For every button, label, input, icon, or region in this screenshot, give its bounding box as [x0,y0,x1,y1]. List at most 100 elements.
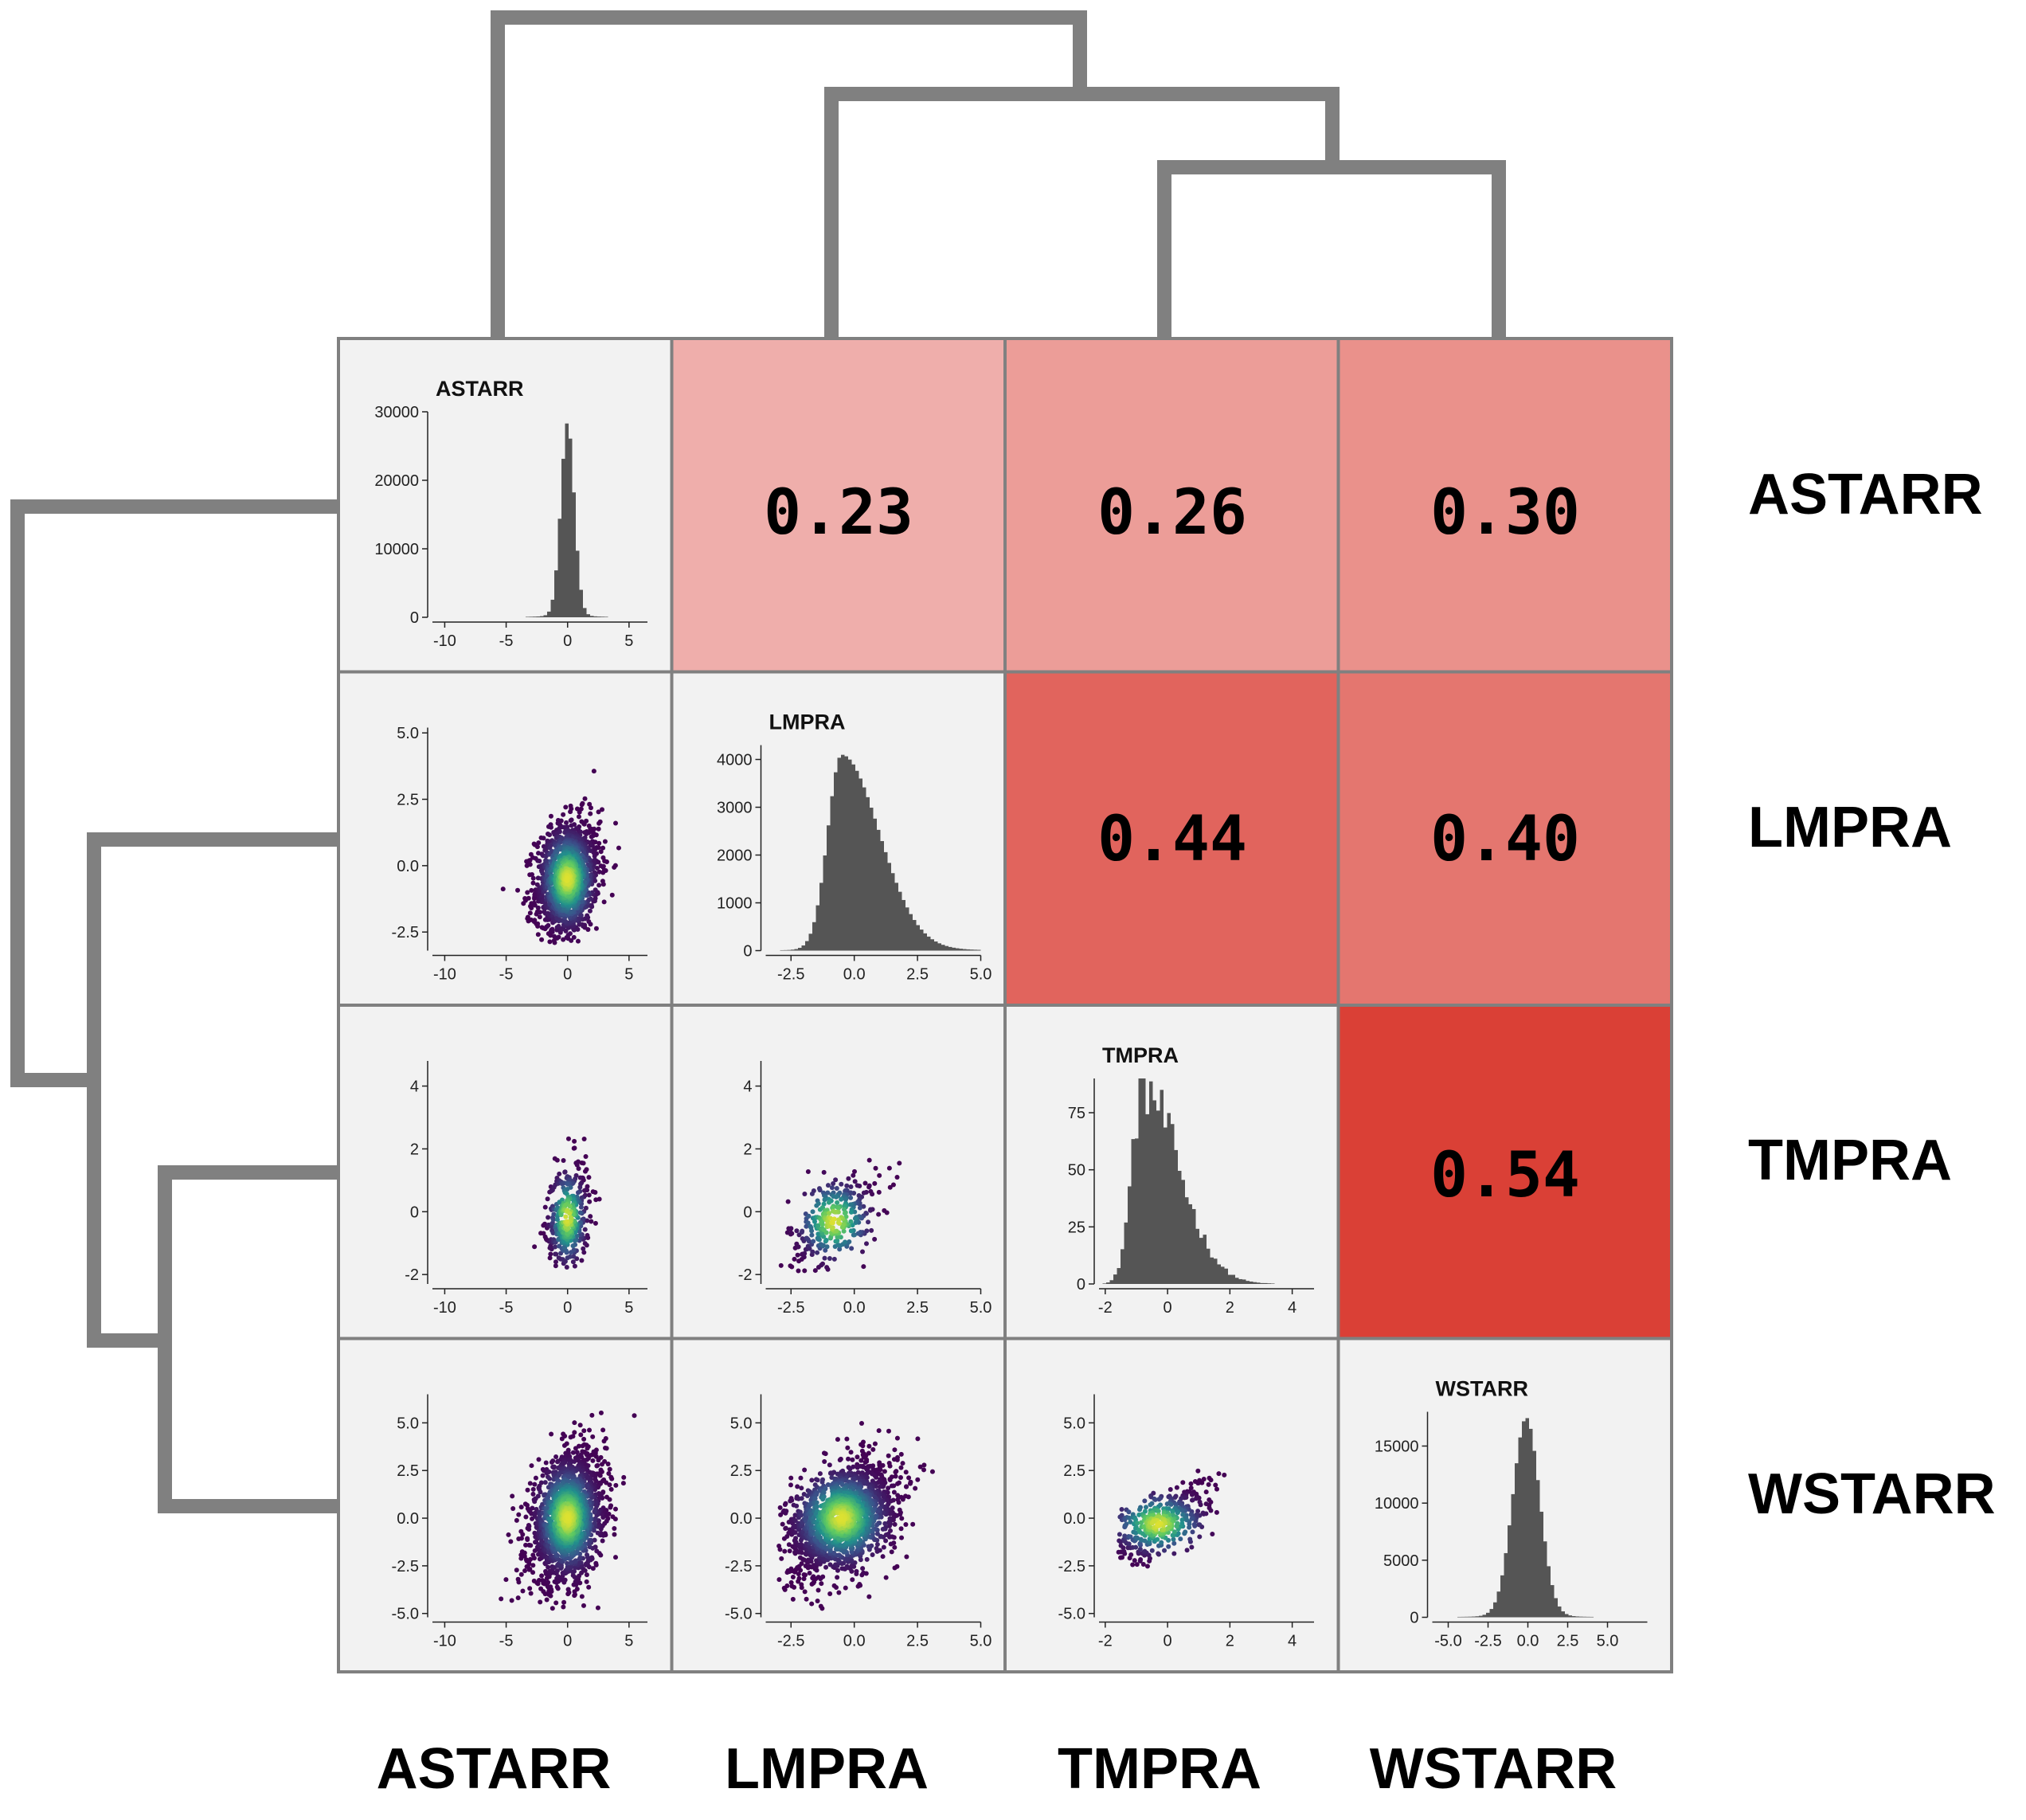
scatter-astarr-tmpra-point [554,1157,560,1163]
hist-lmpra-bar [880,840,884,951]
hist-lmpra-bar [941,945,945,951]
scatter-astarr-lmpra-point [561,937,566,942]
scatter-astarr-lmpra-point [564,820,569,825]
scatter-lmpra-wstarr-point [818,1603,823,1609]
scatter-astarr-wstarr-y-tick-label: 2.5 [397,1462,419,1480]
scatter-astarr-wstarr-point [608,1505,613,1510]
scatter-astarr-lmpra-point [600,845,606,851]
scatter-astarr-wstarr-point [621,1474,627,1480]
scatter-astarr-tmpra-y-tick-label: -2 [405,1266,419,1284]
scatter-lmpra-tmpra-point [867,1207,873,1213]
scatter-lmpra-tmpra-point [825,1190,831,1196]
corr-cell-lmpra-wstarr [1336,670,1673,1007]
scatter-lmpra-tmpra-point [851,1168,857,1174]
hist-lmpra-bar [959,949,963,951]
scatter-lmpra-wstarr-point [779,1556,784,1561]
hist-astarr-x-tick-label: 5 [624,632,633,650]
scatter-lmpra-tmpra-point [832,1209,838,1215]
hist-astarr-x-tick-label: -10 [433,632,456,650]
scatter-astarr-lmpra-point [600,870,606,875]
scatter-astarr-tmpra-point [577,1184,583,1190]
corr-cell-tmpra-wstarr [1336,1004,1673,1341]
scatter-lmpra-tmpra-point [794,1228,800,1234]
scatter-astarr-wstarr-point [515,1595,521,1601]
scatter-astarr-wstarr-point [573,1446,578,1451]
scatter-lmpra-wstarr-point [895,1497,901,1502]
scatter-astarr-lmpra-point [547,939,553,945]
scatter-lmpra-tmpra-point [812,1219,818,1224]
scatter-astarr-wstarr-point [590,1458,596,1463]
scatter-astarr-wstarr-point [528,1543,534,1548]
scatter-lmpra-wstarr-point [899,1535,905,1540]
scatter-astarr-wstarr-point [561,1604,566,1610]
panel-astarr-astarr [337,337,674,674]
hist-wstarr-bar [1536,1480,1540,1618]
scatter-lmpra-wstarr-point [820,1574,826,1579]
scatter-astarr-wstarr-point [547,1476,553,1481]
corr-value-tmpra-wstarr: 0.54 [1430,1140,1580,1211]
scatter-astarr-tmpra-point [553,1263,558,1269]
scatter-astarr-wstarr-point [528,1556,534,1562]
hist-lmpra-bar [966,949,970,951]
scatter-astarr-lmpra-point [596,809,601,815]
scatter-astarr-wstarr-point [549,1459,554,1465]
scatter-astarr-wstarr-point [522,1568,528,1574]
scatter-astarr-wstarr-x-tick-label: 5 [624,1633,633,1650]
scatter-astarr-tmpra-point [588,1214,593,1219]
scatter-lmpra-wstarr-point [889,1549,894,1555]
scatter-astarr-lmpra-point [602,839,608,844]
hist-tmpra-bar [1257,1282,1261,1284]
scatter-lmpra-wstarr-point [846,1456,851,1462]
scatter-astarr-wstarr-point [577,1580,583,1586]
scatter-astarr-wstarr-point [506,1532,511,1537]
scatter-lmpra-wstarr-point [882,1469,887,1474]
scatter-astarr-lmpra-point [538,910,543,915]
scatter-lmpra-wstarr-point [844,1436,850,1442]
hist-tmpra-bar [1214,1258,1218,1284]
hist-tmpra-bar [1142,1078,1146,1284]
scatter-lmpra-wstarr-point [798,1475,804,1481]
scatter-astarr-lmpra-point [581,821,587,827]
scatter-lmpra-tmpra-point [843,1197,848,1203]
scatter-astarr-lmpra-x-tick-label: 5 [624,966,633,984]
hist-wstarr-bar [1558,1606,1562,1618]
scatter-astarr-tmpra-x-tick-label: -5 [499,1299,514,1317]
scatter-astarr-tmpra-point [579,1258,585,1263]
scatter-lmpra-tmpra-point [821,1227,827,1233]
scatter-lmpra-tmpra-point [848,1228,854,1234]
scatter-astarr-tmpra-point [572,1138,577,1144]
scatter-lmpra-tmpra-point [824,1244,830,1250]
scatter-lmpra-tmpra-point [785,1199,791,1204]
scatter-lmpra-wstarr-point [823,1451,828,1457]
scatter-astarr-wstarr-point [554,1568,560,1574]
hist-wstarr-bar [1508,1525,1512,1618]
scatter-astarr-wstarr-point [527,1586,533,1591]
scatter-astarr-wstarr-point [518,1571,524,1577]
scatter-lmpra-wstarr-point [780,1521,785,1527]
scatter-astarr-wstarr-point [503,1577,509,1583]
scatter-astarr-wstarr-point [570,1572,576,1578]
scatter-astarr-wstarr-point [518,1536,524,1541]
scatter-lmpra-tmpra-point [866,1157,872,1163]
scatter-lmpra-wstarr-point [904,1484,909,1489]
scatter-astarr-wstarr-point [530,1570,536,1575]
scatter-astarr-tmpra-point [557,1171,562,1176]
scatter-astarr-wstarr-point [632,1413,637,1419]
scatter-lmpra-wstarr-point [790,1596,796,1602]
scatter-lmpra-wstarr-point [850,1457,855,1462]
scatter-lmpra-tmpra-point [822,1255,827,1261]
scatter-astarr-tmpra-x-tick-label: -10 [433,1299,456,1317]
scatter-lmpra-wstarr-point [789,1497,795,1503]
scatter-lmpra-wstarr-point [857,1582,862,1587]
scatter-lmpra-wstarr-point [827,1462,832,1468]
scatter-lmpra-wstarr-point [866,1443,872,1449]
hist-lmpra-bar [884,851,888,951]
hist-astarr-bar [590,616,594,617]
scatter-astarr-wstarr-point [608,1486,614,1492]
hist-tmpra-title: TMPRA [1102,1043,1179,1067]
corr-value-astarr-lmpra: 0.23 [764,477,913,549]
